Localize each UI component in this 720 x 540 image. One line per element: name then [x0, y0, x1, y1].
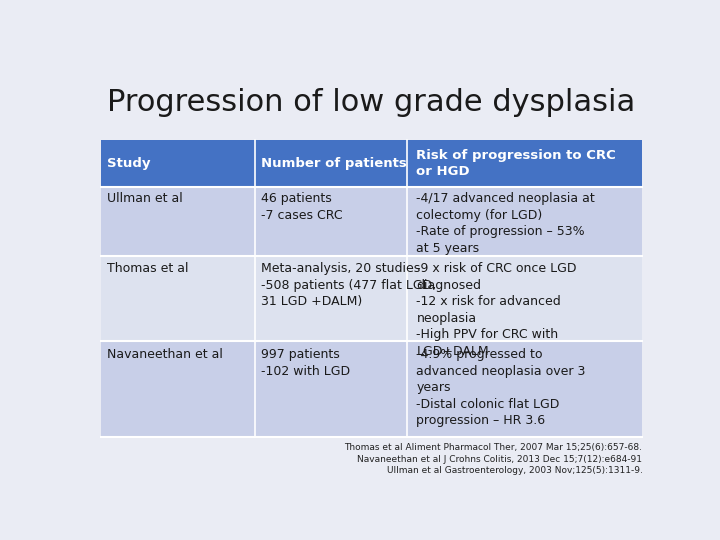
Text: Navaneethan et al J Crohns Colitis, 2013 Dec 15;7(12):e684-91: Navaneethan et al J Crohns Colitis, 2013… [357, 455, 642, 464]
Text: Meta-analysis, 20 studies
-508 patients (477 flat LGD,
31 LGD +DALM): Meta-analysis, 20 studies -508 patients … [261, 262, 437, 308]
Text: -4.9% progressed to
advanced neoplasia over 3
years
-Distal colonic flat LGD
pro: -4.9% progressed to advanced neoplasia o… [416, 348, 586, 427]
Text: Number of patients: Number of patients [261, 157, 408, 170]
Text: Thomas et al Aliment Pharmacol Ther, 2007 Mar 15;25(6):657-68.: Thomas et al Aliment Pharmacol Ther, 200… [344, 443, 642, 452]
Text: Study: Study [107, 157, 150, 170]
Text: 997 patients
-102 with LGD: 997 patients -102 with LGD [261, 348, 351, 377]
Text: Ullman et al Gastroenterology, 2003 Nov;125(5):1311-9.: Ullman et al Gastroenterology, 2003 Nov;… [387, 467, 642, 475]
Text: 46 patients
-7 cases CRC: 46 patients -7 cases CRC [261, 192, 343, 222]
Bar [101, 140, 642, 187]
Bar [101, 341, 642, 437]
Text: -9 x risk of CRC once LGD
diagnosed
-12 x risk for advanced
neoplasia
-High PPV : -9 x risk of CRC once LGD diagnosed -12 … [416, 262, 577, 357]
Text: Risk of progression to CRC
or HGD: Risk of progression to CRC or HGD [416, 149, 616, 178]
Text: -4/17 advanced neoplasia at
colectomy (for LGD)
-Rate of progression – 53%
at 5 : -4/17 advanced neoplasia at colectomy (f… [416, 192, 595, 255]
Bar [101, 256, 642, 341]
Bar [101, 187, 642, 256]
Text: Ullman et al: Ullman et al [107, 192, 183, 205]
Text: Thomas et al: Thomas et al [107, 262, 189, 275]
Text: Progression of low grade dysplasia: Progression of low grade dysplasia [107, 87, 635, 117]
Text: Navaneethan et al: Navaneethan et al [107, 348, 223, 361]
